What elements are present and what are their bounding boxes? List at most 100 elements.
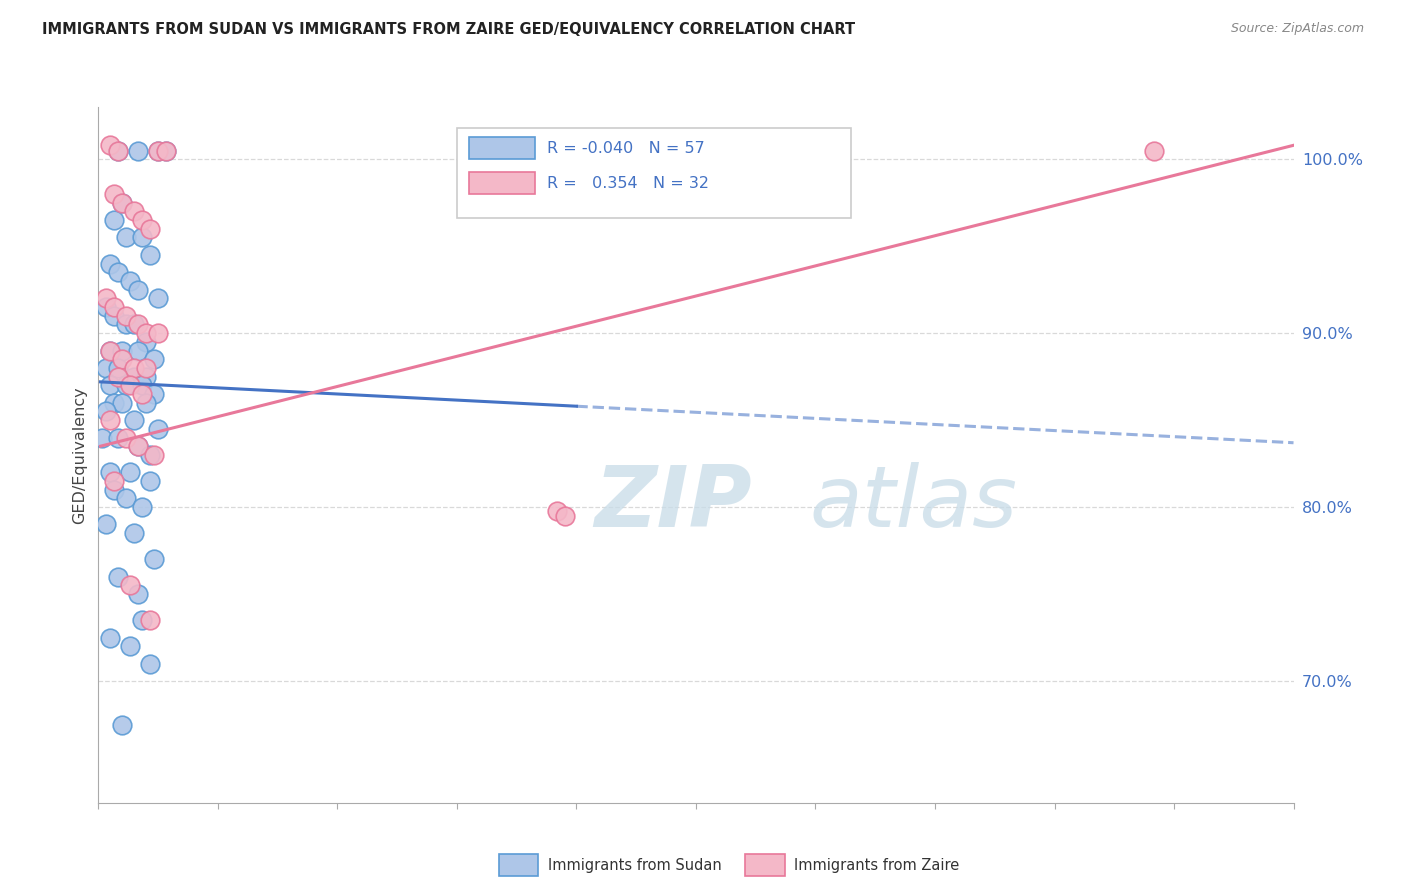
Point [98,465,122,479]
Point [139,222,162,236]
Point [148,144,170,158]
Point [135,369,157,384]
Point [98,256,122,270]
Point [143,552,166,566]
Point [107,369,129,384]
Point [127,439,149,453]
Point [111,717,134,731]
Text: Immigrants from Sudan: Immigrants from Sudan [548,858,723,872]
Point [155,144,177,158]
Point [120,274,142,288]
Point [91,430,114,444]
Point [115,230,138,244]
Point [96,300,118,314]
Point [103,474,125,488]
Point [98,378,122,392]
Point [131,613,153,627]
Point [148,144,170,158]
Point [546,503,568,517]
Text: Immigrants from Zaire: Immigrants from Zaire [794,858,960,872]
Point [111,352,134,367]
Point [131,378,153,392]
Point [120,465,142,479]
Point [148,326,170,340]
Point [103,395,125,409]
Point [124,318,146,332]
Point [127,318,149,332]
Text: Source: ZipAtlas.com: Source: ZipAtlas.com [1230,22,1364,36]
Point [107,360,129,375]
Text: ZIP: ZIP [595,462,752,545]
Point [139,657,162,671]
Point [155,144,177,158]
Point [115,378,138,392]
Point [115,318,138,332]
Point [124,413,146,427]
Point [131,500,153,514]
Point [148,422,170,436]
Point [103,483,125,497]
Point [143,448,166,462]
Text: atlas: atlas [810,462,1018,545]
Point [131,230,153,244]
Point [98,138,122,153]
Point [96,517,118,532]
Bar [470,137,534,159]
Point [98,631,122,645]
Point [139,474,162,488]
Point [143,352,166,367]
Point [124,526,146,541]
Point [111,343,134,358]
Point [98,343,122,358]
Point [139,613,162,627]
Point [111,195,134,210]
FancyBboxPatch shape [457,128,852,219]
Point [98,413,122,427]
Point [127,283,149,297]
Point [135,326,157,340]
Point [111,395,134,409]
Point [96,291,118,305]
Point [120,578,142,592]
Y-axis label: GED/Equivalency: GED/Equivalency [72,386,87,524]
Point [103,213,125,227]
Point [103,309,125,323]
Point [127,343,149,358]
Point [96,404,118,418]
Point [96,360,118,375]
Point [107,265,129,279]
Point [139,248,162,262]
Point [127,439,149,453]
Point [135,334,157,349]
Point [103,187,125,202]
Point [98,343,122,358]
Point [135,395,157,409]
Point [131,213,153,227]
Point [103,300,125,314]
Point [124,360,146,375]
Point [135,360,157,375]
Point [148,291,170,305]
Point [554,508,576,523]
Text: R =   0.354   N = 32: R = 0.354 N = 32 [547,176,709,191]
Point [124,369,146,384]
Point [120,639,142,653]
Point [143,387,166,401]
Point [107,569,129,583]
Point [1143,144,1166,158]
Text: IMMIGRANTS FROM SUDAN VS IMMIGRANTS FROM ZAIRE GED/EQUIVALENCY CORRELATION CHART: IMMIGRANTS FROM SUDAN VS IMMIGRANTS FROM… [42,22,855,37]
Point [120,378,142,392]
Point [111,195,134,210]
Bar [470,172,534,194]
Point [124,204,146,219]
Point [115,309,138,323]
Point [127,144,149,158]
Point [139,448,162,462]
Point [107,144,129,158]
Point [107,430,129,444]
Point [115,491,138,506]
Point [127,587,149,601]
Point [131,387,153,401]
Point [115,430,138,444]
Text: R = -0.040   N = 57: R = -0.040 N = 57 [547,141,704,156]
